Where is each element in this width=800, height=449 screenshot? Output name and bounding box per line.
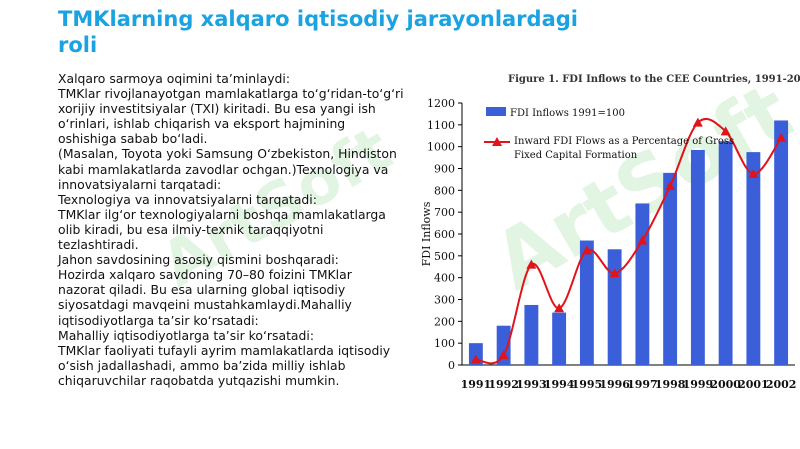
- x-tick-label: 1995: [572, 378, 603, 391]
- body-line: kabi mamlakatlarda zavodlar ochgan.)Texn…: [58, 161, 389, 177]
- y-tick-label: 900: [434, 163, 455, 176]
- x-tick-label: 1992: [488, 378, 519, 391]
- y-tick-label: 1200: [427, 97, 455, 110]
- x-tick-label: 1993: [516, 378, 547, 391]
- bar: [579, 240, 594, 365]
- x-tick-label: 1997: [627, 378, 658, 391]
- body-line: TMKlar ilg‘or texnologiyalarni boshqa ma…: [58, 206, 386, 222]
- body-text: Xalqaro sarmoya oqimini ta’minlaydi: TMKl…: [58, 71, 418, 388]
- body-line: (Masalan, Toyota yoki Samsung O‘zbekisto…: [58, 146, 397, 162]
- bar: [718, 141, 733, 365]
- y-tick-label: 500: [434, 250, 455, 263]
- x-tick-label: 1999: [683, 378, 714, 391]
- x-tick-label: 1994: [544, 378, 575, 391]
- body-line: Jahon savdosining asosiy qismini boshqar…: [58, 252, 339, 268]
- bar: [774, 120, 789, 365]
- body-line: Xalqaro sarmoya oqimini ta’minlaydi:: [58, 71, 291, 86]
- body-line: tezlashtiradi.: [58, 237, 139, 253]
- bar: [690, 149, 705, 365]
- body-line: chiqaruvchilar raqobatda yutqazishi mumk…: [58, 372, 340, 388]
- body-line: olib kiradi, bu esa ilmiy-texnik taraqqi…: [58, 221, 324, 237]
- line-point: [665, 180, 676, 190]
- y-tick-label: 1100: [427, 119, 455, 132]
- y-tick-label: 200: [434, 315, 455, 328]
- body-line: Texnologiya va innovatsiyalarni tarqatad…: [58, 191, 317, 207]
- x-tick-label: 1991: [461, 378, 492, 391]
- legend-label-bar: FDI Inflows 1991=100: [510, 108, 625, 119]
- body-line: iqtisodiyotlarga ta’sir ko‘rsatadi:: [58, 312, 259, 328]
- body-line: oshishiga sabab bo‘ladi.: [58, 131, 208, 147]
- y-tick-label: 300: [434, 294, 455, 307]
- line-point: [609, 268, 620, 278]
- y-axis-label: FDI Inflows: [420, 201, 433, 266]
- x-tick-label: 2000: [710, 378, 741, 391]
- bar: [746, 152, 761, 365]
- line-point: [720, 126, 731, 136]
- x-tick-label: 1998: [655, 378, 686, 391]
- slide-title: TMKlarning xalqaro iqtisodiy jarayonlard…: [58, 7, 578, 57]
- y-tick-label: 1000: [427, 141, 455, 154]
- line-point: [526, 259, 537, 269]
- x-tick-label: 2002: [766, 378, 797, 391]
- bar: [552, 312, 567, 365]
- body-line: o‘rinlari, ishlab chiqarish va eksport h…: [58, 116, 346, 132]
- legend-label-line: Fixed Capital Formation: [514, 150, 638, 161]
- bar: [524, 304, 539, 365]
- line-point: [554, 303, 565, 313]
- line-point: [498, 350, 509, 360]
- body-line: xorijiy investitsiyalar (TXI) kiritadi. …: [58, 101, 376, 117]
- chart-title: Figure 1. FDI Inflows to the CEE Countri…: [508, 74, 800, 85]
- y-tick-label: 700: [434, 206, 455, 219]
- legend-swatch-bar: [486, 107, 506, 116]
- bar: [635, 203, 650, 365]
- y-tick-label: 800: [434, 184, 455, 197]
- x-tick-label: 1996: [599, 378, 630, 391]
- body-line: Hozirda xalqaro savdoning 70–80 foizini …: [58, 267, 352, 283]
- body-line: siyosatdagi mavqeini mustahkamlaydi.Maha…: [58, 297, 352, 313]
- y-tick-label: 600: [434, 228, 455, 241]
- body-line: TMKlar faoliyati tufayli ayrim mamlakatl…: [58, 342, 391, 358]
- legend-swatch-marker: [492, 137, 502, 146]
- bar: [607, 249, 622, 365]
- bar: [496, 325, 511, 365]
- line-point: [470, 354, 481, 364]
- x-tick-label: 2001: [738, 378, 769, 391]
- line-point: [692, 117, 703, 127]
- line-point: [748, 168, 759, 178]
- line-point: [581, 245, 592, 255]
- line-point: [776, 132, 787, 142]
- body-line: o‘sish jadallashadi, ammo ba’zida milliy…: [58, 357, 346, 373]
- fdi-chart: Figure 1. FDI Inflows to the CEE Countri…: [420, 74, 800, 391]
- body-line: TMKlar rivojlanayotgan mamlakatlarga to‘…: [58, 86, 404, 102]
- body-line: innovatsiyalarni tarqatadi:: [58, 176, 222, 192]
- body-line: Mahalliy iqtisodiyotlarga ta’sir ko‘rsat…: [58, 327, 315, 343]
- bar: [663, 172, 678, 365]
- y-tick-label: 100: [434, 337, 455, 350]
- y-tick-label: 0: [448, 359, 455, 372]
- line-point: [637, 235, 648, 245]
- legend-label-line: Inward FDI Flows as a Percentage of Gros…: [514, 136, 734, 147]
- body-line: nazorat qiladi. Bu esa ularning global i…: [58, 282, 346, 298]
- y-tick-label: 400: [434, 272, 455, 285]
